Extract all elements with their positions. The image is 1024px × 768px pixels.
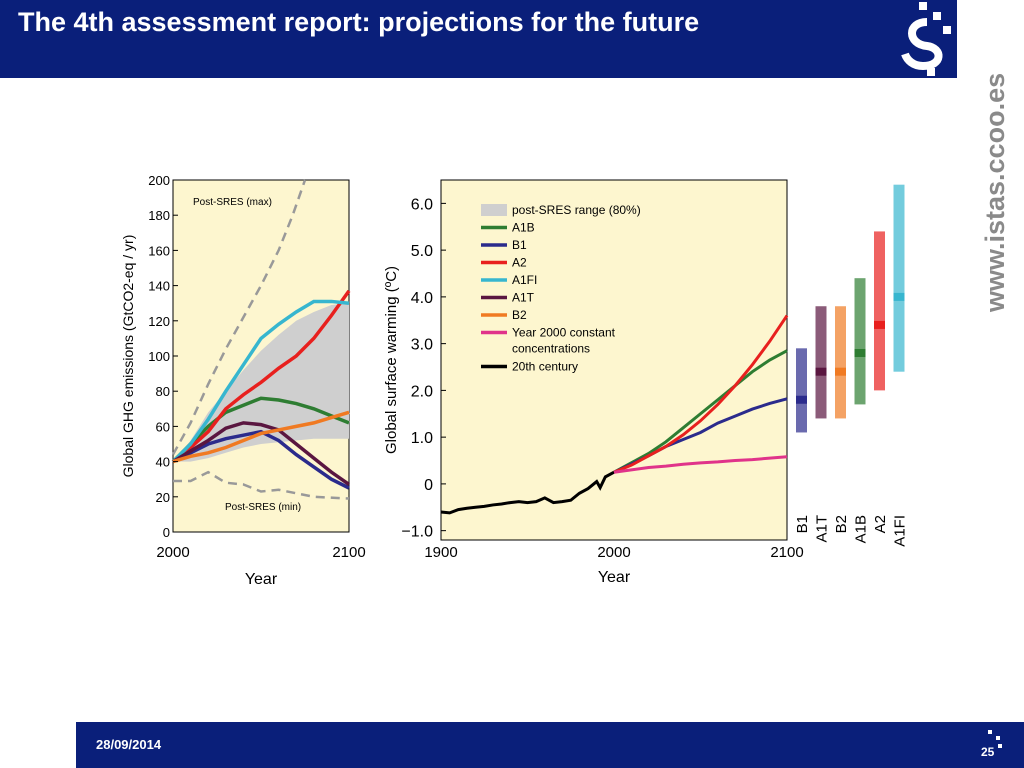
legend-label-b2: B2 [512,308,527,322]
warming-y-tick-label: 0 [424,477,433,494]
emissions-x-tick-label: 2000 [156,544,189,561]
footer-logo-icon [988,730,1002,748]
range-bar-best-a1b [854,348,866,357]
legend-label-century20: 20th century [512,360,578,374]
footer-page-number: 25 [981,745,995,759]
side-url-text: www.istas.ccoo.es [980,73,1010,313]
emissions-x-tick-label: 2100 [332,544,365,561]
emissions-y-tick-label: 40 [156,455,170,470]
legend-label-a1t: A1T [512,291,535,305]
emissions-annotation-min: Post-SRES (min) [225,502,301,513]
slide-title: The 4th assessment report: projections f… [18,7,700,37]
range-bar-label-a1b: A1B [853,515,870,543]
legend-label-a1b: A1B [512,221,535,235]
legend-swatch-band [481,204,507,216]
warming-y-tick-label: −1.0 [401,524,433,541]
warming-y-axis-label: Global surface warming (ºC) [383,266,400,454]
emissions-y-tick-label: 80 [156,384,170,399]
emissions-y-tick-label: 200 [148,173,170,188]
side-url-label: www.istas.ccoo.es [980,73,1010,313]
emissions-series-a1t [172,421,351,486]
legend-label-a1fi: A1FI [512,273,537,287]
legend-label-band: post-SRES range (80%) [512,203,641,217]
warming-series-constant [613,455,788,474]
legend-label-a2: A2 [512,256,527,270]
istas-logo-icon [901,2,951,76]
warming-y-tick-label: 3.0 [411,337,433,354]
footer-bar [76,722,1024,768]
emissions-y-tick-label: 20 [156,490,170,505]
range-bar-label-b1: B1 [794,515,811,533]
emissions-y-axis-label: Global GHG emissions (GtCO2-eq / yr) [120,235,136,478]
legend-label-constant: Year 2000 constant concentrations [512,326,616,356]
range-bar-label-a2: A2 [872,515,889,533]
emissions-post-sres-min-line [173,470,350,500]
emissions-series-b2 [172,410,350,464]
emissions-y-tick-label: 180 [148,208,170,223]
range-bar-a1t [815,306,827,419]
emissions-series-a2 [171,289,351,463]
warming-y-tick-label: 5.0 [411,243,433,260]
warming-y-tick-label: 6.0 [411,196,433,213]
range-bar-best-a1fi [893,292,905,301]
warming-series-a2 [613,314,789,474]
emissions-y-tick-label: 0 [163,525,170,540]
range-bar-best-b2 [835,367,846,376]
warming-plot-area [440,179,788,541]
legend-label-b1: B1 [512,238,527,252]
footer-date: 28/09/2014 [96,737,162,752]
range-bar-label-a1fi: A1FI [892,515,909,547]
range-bar-a2 [874,231,885,391]
range-bar-label-b2: B2 [833,515,850,533]
warming-y-tick-label: 1.0 [411,430,433,447]
emissions-y-tick-label: 120 [148,314,170,329]
warming-y-tick-label: 2.0 [411,383,433,400]
warming-series-a1b [613,349,788,474]
range-bar-a1fi [893,184,905,372]
range-bar-label-a1t: A1T [814,515,831,543]
emissions-annotation-max: Post-SRES (max) [193,197,272,208]
range-bar-best-b1 [796,395,807,404]
warming-x-tick-label: 1900 [424,544,457,561]
emissions-y-tick-label: 140 [148,279,170,294]
emissions-post-sres-max-line [171,179,307,456]
range-bar-best-a1t [815,367,827,376]
warming-x-tick-label: 2100 [770,544,803,561]
warming-x-axis-label: Year [598,569,631,586]
emissions-y-tick-label: 60 [156,419,170,434]
range-bar-a1b [854,278,866,405]
emissions-series-a1fi [171,299,350,463]
emissions-y-tick-label: 160 [148,243,170,258]
range-bar-best-a2 [874,320,885,329]
warming-series-20th-century [440,470,615,515]
warming-y-tick-label: 4.0 [411,290,433,307]
range-bar-b1 [796,348,807,433]
range-bar-b2 [835,306,846,419]
header-bar [0,0,957,78]
emissions-x-axis-label: Year [245,571,278,588]
emissions-series-a1b [171,396,350,463]
emissions-y-tick-label: 100 [148,349,170,364]
warming-x-tick-label: 2000 [597,544,630,561]
